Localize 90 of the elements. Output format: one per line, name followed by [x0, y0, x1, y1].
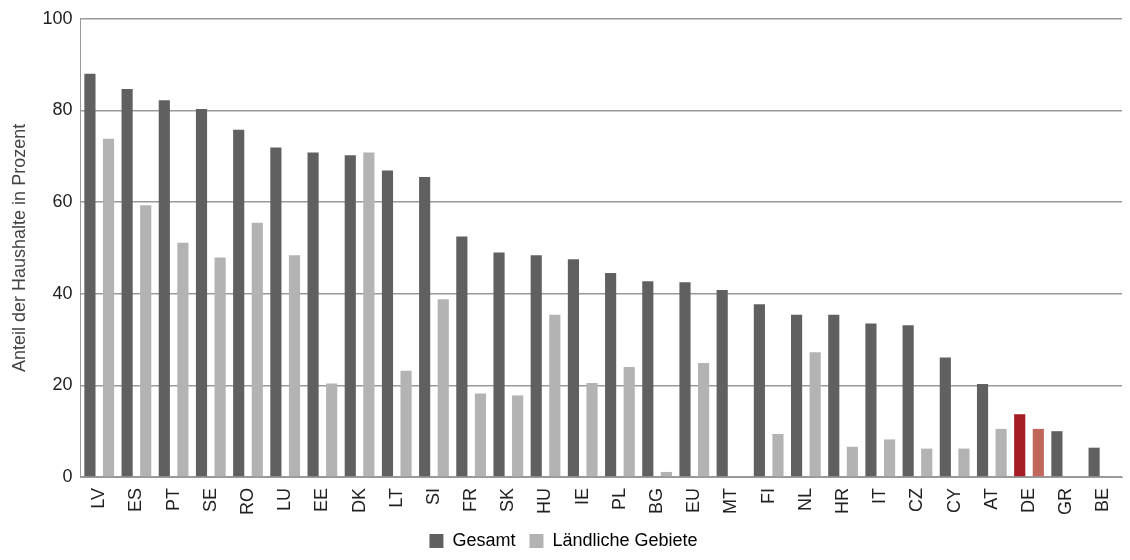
- x-tick-label: CZ: [906, 488, 927, 512]
- bar: [716, 290, 728, 477]
- bar: [549, 314, 561, 477]
- bar: [288, 255, 301, 477]
- y-tick-label: 20: [52, 374, 73, 395]
- bar: [400, 370, 412, 477]
- bar: [307, 152, 319, 477]
- x-tick-label: EU: [683, 488, 704, 514]
- bar: [195, 109, 208, 477]
- x-tick-label: ES: [125, 488, 146, 513]
- x-tick-label: PL: [608, 488, 629, 511]
- x-tick-label: HR: [832, 488, 853, 514]
- bar: [902, 325, 914, 477]
- bar: [233, 129, 245, 477]
- bar: [84, 73, 96, 477]
- bar: [363, 152, 375, 477]
- bar: [958, 448, 970, 477]
- x-tick-label: RO: [236, 488, 257, 515]
- y-axis-title: Anteil der Haushalte in Prozent: [8, 123, 29, 372]
- x-tick-label: MT: [720, 488, 741, 514]
- legend-label: Ländliche Gebiete: [552, 529, 698, 550]
- x-tick-label: HU: [534, 488, 555, 514]
- bar: [270, 147, 282, 477]
- bar: [809, 352, 821, 477]
- x-tick-label: AT: [980, 488, 1001, 510]
- bar: [586, 383, 598, 477]
- bar: [437, 299, 449, 477]
- x-tick-label: BG: [646, 488, 667, 515]
- bar: [456, 236, 468, 477]
- x-tick-label: IE: [571, 488, 592, 506]
- bar: [642, 281, 654, 477]
- x-tick-label: LT: [385, 488, 406, 508]
- x-tick-label: LU: [274, 488, 295, 512]
- x-tick-label: FI: [757, 488, 778, 504]
- x-tick-label: SI: [422, 488, 443, 506]
- x-tick-label: LV: [88, 488, 109, 509]
- y-tick-label: 80: [52, 99, 73, 120]
- bar: [753, 304, 765, 477]
- bar: [1014, 414, 1026, 477]
- y-tick-label: 40: [52, 282, 73, 303]
- x-tick-label: DK: [348, 488, 369, 514]
- bar: [698, 362, 710, 477]
- x-tick-label: PT: [162, 488, 183, 512]
- bar: [530, 255, 542, 477]
- x-tick-label: DE: [1017, 488, 1038, 514]
- bar: [326, 383, 338, 477]
- bar: [251, 222, 263, 477]
- bar: [605, 273, 617, 477]
- bar: [772, 433, 784, 477]
- x-tick-label: NL: [794, 488, 815, 512]
- bar: [865, 323, 877, 477]
- bar: [995, 428, 1007, 477]
- bar: [214, 257, 226, 477]
- x-tick-label: SK: [497, 488, 518, 513]
- bar: [828, 314, 840, 477]
- bar: [846, 446, 858, 477]
- bar: [344, 155, 356, 477]
- y-tick-label: 100: [42, 7, 73, 28]
- bar: [567, 259, 579, 477]
- bar: [493, 252, 505, 477]
- bar: [1088, 447, 1100, 477]
- bar: [102, 138, 115, 477]
- x-tick-label: CY: [943, 488, 964, 514]
- x-tick-label: SE: [199, 488, 220, 513]
- bar: [121, 88, 133, 477]
- bar: [790, 314, 803, 477]
- bar: [381, 170, 394, 477]
- bar: [158, 100, 170, 477]
- legend-label: Gesamt: [452, 529, 516, 550]
- y-tick-label: 0: [62, 465, 73, 486]
- bar: [939, 357, 951, 477]
- y-tick-label: 60: [52, 191, 73, 212]
- x-tick-label: IT: [869, 488, 890, 504]
- bar: [883, 439, 896, 477]
- x-tick-label: BE: [1092, 488, 1113, 513]
- bar: [1032, 428, 1044, 477]
- x-tick-label: FR: [460, 488, 481, 512]
- bar: [976, 383, 989, 477]
- bar: [623, 367, 635, 477]
- bar: [921, 448, 933, 477]
- x-tick-label: GR: [1055, 488, 1076, 515]
- bar: [419, 176, 431, 477]
- bar: [140, 205, 152, 477]
- bar: [512, 395, 524, 477]
- bar: [474, 393, 487, 477]
- bar: [679, 282, 691, 477]
- bar: [177, 242, 189, 477]
- x-tick-label: EE: [311, 488, 332, 513]
- bar: [660, 471, 672, 477]
- bar: [1051, 431, 1063, 477]
